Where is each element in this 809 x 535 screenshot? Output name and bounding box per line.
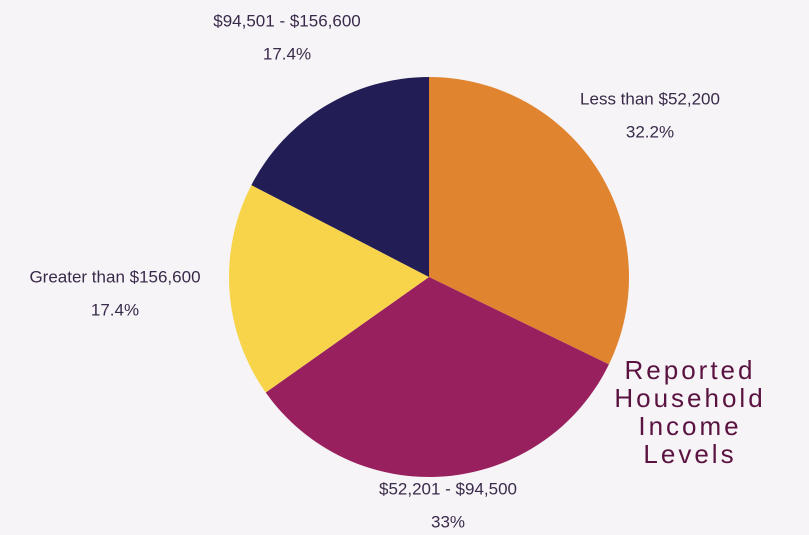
pie-slice	[265, 277, 609, 478]
pie-slice	[228, 185, 429, 393]
slice-value-label: 17.4%	[263, 44, 311, 63]
slice-value-label: 32.2%	[626, 122, 674, 141]
chart-title: Reported Household Income Levels	[614, 355, 766, 469]
pie-slice	[429, 77, 629, 365]
slice-label: $52,201 - $94,500	[379, 479, 517, 498]
slice-label: Less than $52,200	[580, 89, 720, 108]
slice-value-label: 33%	[431, 512, 465, 531]
pie-slice	[251, 77, 429, 277]
slice-label: $94,501 - $156,600	[213, 11, 360, 30]
slice-value-label: 17.4%	[91, 300, 139, 319]
slice-label: Greater than $156,600	[29, 267, 200, 286]
